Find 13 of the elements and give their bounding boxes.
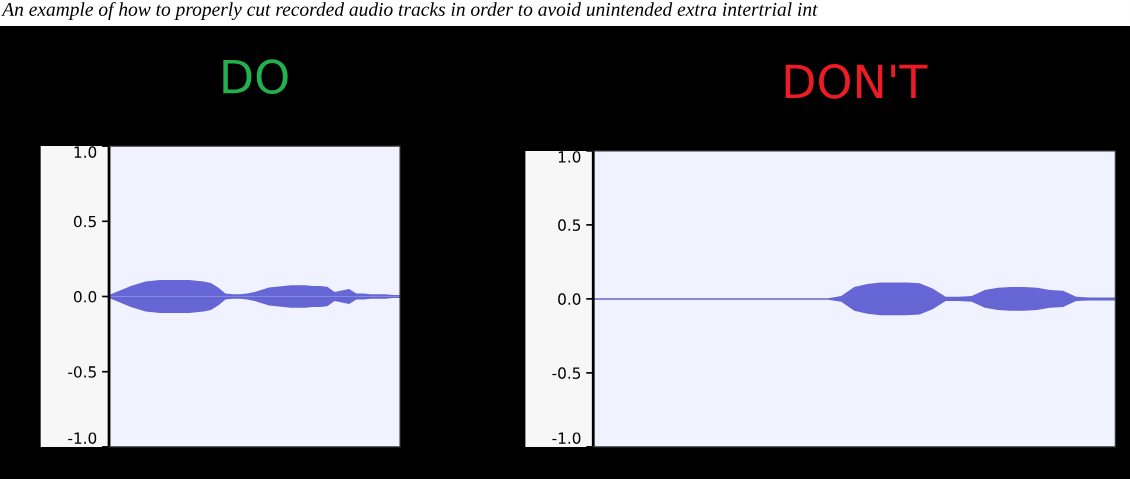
text: An example of how to properly cut recorded audio tracks in order to avoid unintended extra intertrial int bbox=[1, 2, 818, 20]
y-tick-label: 0.5 bbox=[558, 219, 581, 231]
y-tick-label: 0.0 bbox=[558, 293, 581, 305]
y-tick-label: -1.0 bbox=[552, 432, 581, 444]
y-tick-label: -1.0 bbox=[68, 432, 97, 444]
chart-title: DON'T bbox=[785, 64, 928, 99]
y-tick-label: 1.0 bbox=[558, 151, 581, 163]
y-tick-label: -0.5 bbox=[68, 366, 96, 378]
y-tick-label: 0.0 bbox=[73, 290, 97, 303]
chart-title: DO bbox=[223, 59, 288, 94]
y-tick-label: 1.0 bbox=[74, 146, 97, 158]
y-tick-label: 0.5 bbox=[73, 215, 96, 228]
y-tick-label: -0.5 bbox=[552, 367, 581, 379]
